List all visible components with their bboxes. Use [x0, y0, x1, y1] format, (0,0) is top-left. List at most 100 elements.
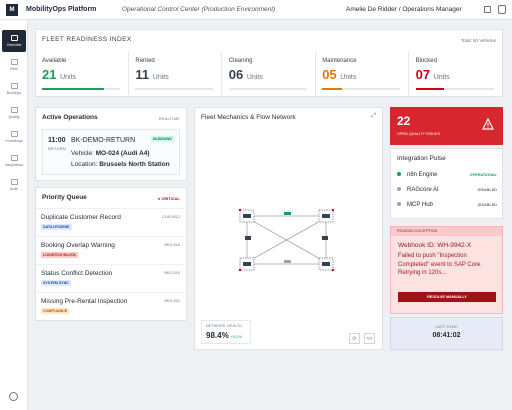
flow-network: Fleet Mechanics & Flow Network ⤢ NETWORK…: [194, 107, 383, 350]
sidebar: Overview Fleet Bookings Quality Knowledge Int…: [0, 20, 28, 410]
last-sync: LAST SYNC 08:41:02: [390, 317, 503, 350]
operation-card[interactable]: 11:00 RETURN BK-DEMO-RETURN IN-BOUND Veh…: [42, 129, 180, 175]
status-label: Rented: [135, 58, 155, 64]
unit: Units: [433, 74, 450, 81]
status-bar: [228, 88, 307, 90]
vehicle-icon: [284, 212, 291, 215]
settings-icon[interactable]: [484, 6, 491, 13]
vehicle-icon: [322, 214, 330, 218]
status-bar: [135, 88, 214, 90]
issue-label: OPEN QUALITY ISSUES: [397, 132, 440, 136]
queue-id: BKG-019: [164, 271, 180, 275]
integration-name: RAGcore AI: [407, 187, 439, 193]
queue-item[interactable]: Status Conflict Detection BKG-019 SYSTEM S…: [36, 264, 186, 291]
nav-icon: [10, 179, 18, 185]
panel-title: Priority Queue: [42, 194, 87, 201]
status-card[interactable]: Maintenance 05 Units: [316, 52, 410, 96]
status-bar: [322, 88, 401, 90]
quality-issues[interactable]: 22 OPEN QUALITY ISSUES: [390, 107, 503, 145]
health-value: 98.4%: [206, 331, 229, 340]
status-bar-fill: [415, 88, 444, 90]
integration-item[interactable]: RAGcore AI DISABLED: [397, 187, 497, 201]
nav-icon: [10, 155, 18, 161]
network-diagram: [238, 208, 335, 272]
nav-item[interactable]: Knowledge: [2, 126, 26, 148]
nav-item[interactable]: Audit: [2, 174, 26, 196]
vehicle: MO-024 (Audi A4): [95, 150, 150, 157]
nav-label: Fleet: [10, 67, 18, 71]
health-card: NETWORK HEALTH 98.4% +0.2%: [201, 320, 251, 344]
status-count: 21 Units: [42, 67, 122, 82]
integration-status: DISABLED: [477, 188, 497, 192]
nav-item[interactable]: Overview: [2, 30, 26, 52]
status-card[interactable]: Cleaning 06 Units: [223, 52, 316, 96]
unit: Units: [246, 74, 263, 81]
status-count: 11 Units: [135, 67, 215, 82]
issue-count: 22: [397, 114, 411, 128]
queue-title: Status Conflict Detection: [41, 270, 113, 277]
resolve-button[interactable]: RESOLVE MANUALLY: [398, 292, 496, 302]
nav-label: Integrations: [4, 163, 24, 167]
handle: [238, 268, 242, 272]
queue-item[interactable]: Missing Pre-Rental Inspection BKG-001 COMP…: [36, 292, 186, 319]
panel-title: Fleet Mechanics & Flow Network: [201, 114, 296, 121]
count: 11: [135, 67, 150, 82]
queue-tag: LOGISTICS BLOCK: [41, 252, 79, 258]
nav-icon: [10, 35, 18, 41]
webhook-id: Webhook ID: WH-9942-X: [398, 242, 472, 249]
queue-id: BKG-001: [164, 299, 180, 303]
code-button[interactable]: <>: [364, 333, 375, 344]
status-card[interactable]: Rented 11 Units: [129, 52, 223, 96]
queue-title: Missing Pre-Rental Inspection: [41, 298, 128, 305]
queue-tag: COMPLIANCE: [41, 308, 70, 314]
queue-tag: DATA HYGIENE: [41, 224, 72, 230]
help-icon[interactable]: [9, 392, 18, 401]
top-bar: M MobilityOps Platform Operational Contr…: [0, 0, 512, 20]
integration-item[interactable]: n8n Engine OPERATIONAL: [397, 172, 497, 186]
nav-item[interactable]: Fleet: [2, 54, 26, 76]
expand-icon[interactable]: ⤢: [371, 113, 376, 119]
integration-name: n8n Engine: [407, 172, 438, 178]
logo[interactable]: M: [6, 4, 18, 16]
time: 11:00: [48, 137, 66, 144]
queue-tag: SYSTEM SYNC: [41, 280, 71, 286]
integration-pulse: Integration Pulse n8n Engine OPERATIONAL R…: [390, 148, 503, 219]
queue-item[interactable]: Duplicate Customer Record CUS-9012 DATA HY…: [36, 208, 186, 235]
status-bar: [415, 88, 494, 90]
status-count: 05 Units: [322, 67, 402, 82]
user[interactable]: Amelie De Ridder / Operations Manager: [346, 6, 462, 13]
status-dot: [397, 187, 401, 191]
status-card[interactable]: Blocked 07 Units: [410, 52, 503, 96]
integration-status: DISABLED: [477, 203, 497, 207]
status-label: Available: [42, 58, 67, 64]
nav-item[interactable]: Integrations: [2, 150, 26, 172]
handle: [238, 208, 242, 212]
nav-item[interactable]: Quality: [2, 102, 26, 124]
vehicle-icon: [322, 262, 330, 266]
exception-message: Failed to push "Inspection Completed" ev…: [398, 253, 483, 277]
count: 21: [42, 67, 57, 82]
booking-id: BK-DEMO-RETURN: [71, 137, 136, 144]
nav-icon: [10, 59, 18, 65]
fleet-readiness: FLEET READINESS INDEX Total: 50 Vehicles…: [35, 29, 503, 97]
status-bar-fill: [322, 88, 342, 90]
queue-item[interactable]: Booking Overlap Warning BKG-016 LOGISTICS …: [36, 236, 186, 263]
exception-label: PENDING EXCEPTION: [391, 227, 502, 236]
panel-title: Integration Pulse: [397, 155, 446, 162]
nav-icon: [10, 131, 18, 137]
active-operations: Active Operations REALTIME 11:00 RETURN …: [35, 107, 187, 181]
health-delta: +0.2%: [230, 334, 242, 339]
nav-item[interactable]: Bookings: [2, 78, 26, 100]
integration-item[interactable]: MCP Hub DISABLED: [397, 202, 497, 216]
integration-name: MCP Hub: [407, 202, 433, 208]
status-bar-fill: [42, 88, 105, 90]
logout-icon[interactable]: [498, 5, 506, 14]
vehicle-icon: [243, 214, 251, 218]
nav-label: Quality: [8, 115, 20, 119]
status-label: Cleaning: [228, 58, 253, 64]
panel-title: FLEET READINESS INDEX: [42, 36, 132, 43]
panel-title: Active Operations: [42, 114, 98, 121]
status-card[interactable]: Available 21 Units: [36, 52, 129, 96]
refresh-button[interactable]: ⟳: [349, 333, 360, 344]
